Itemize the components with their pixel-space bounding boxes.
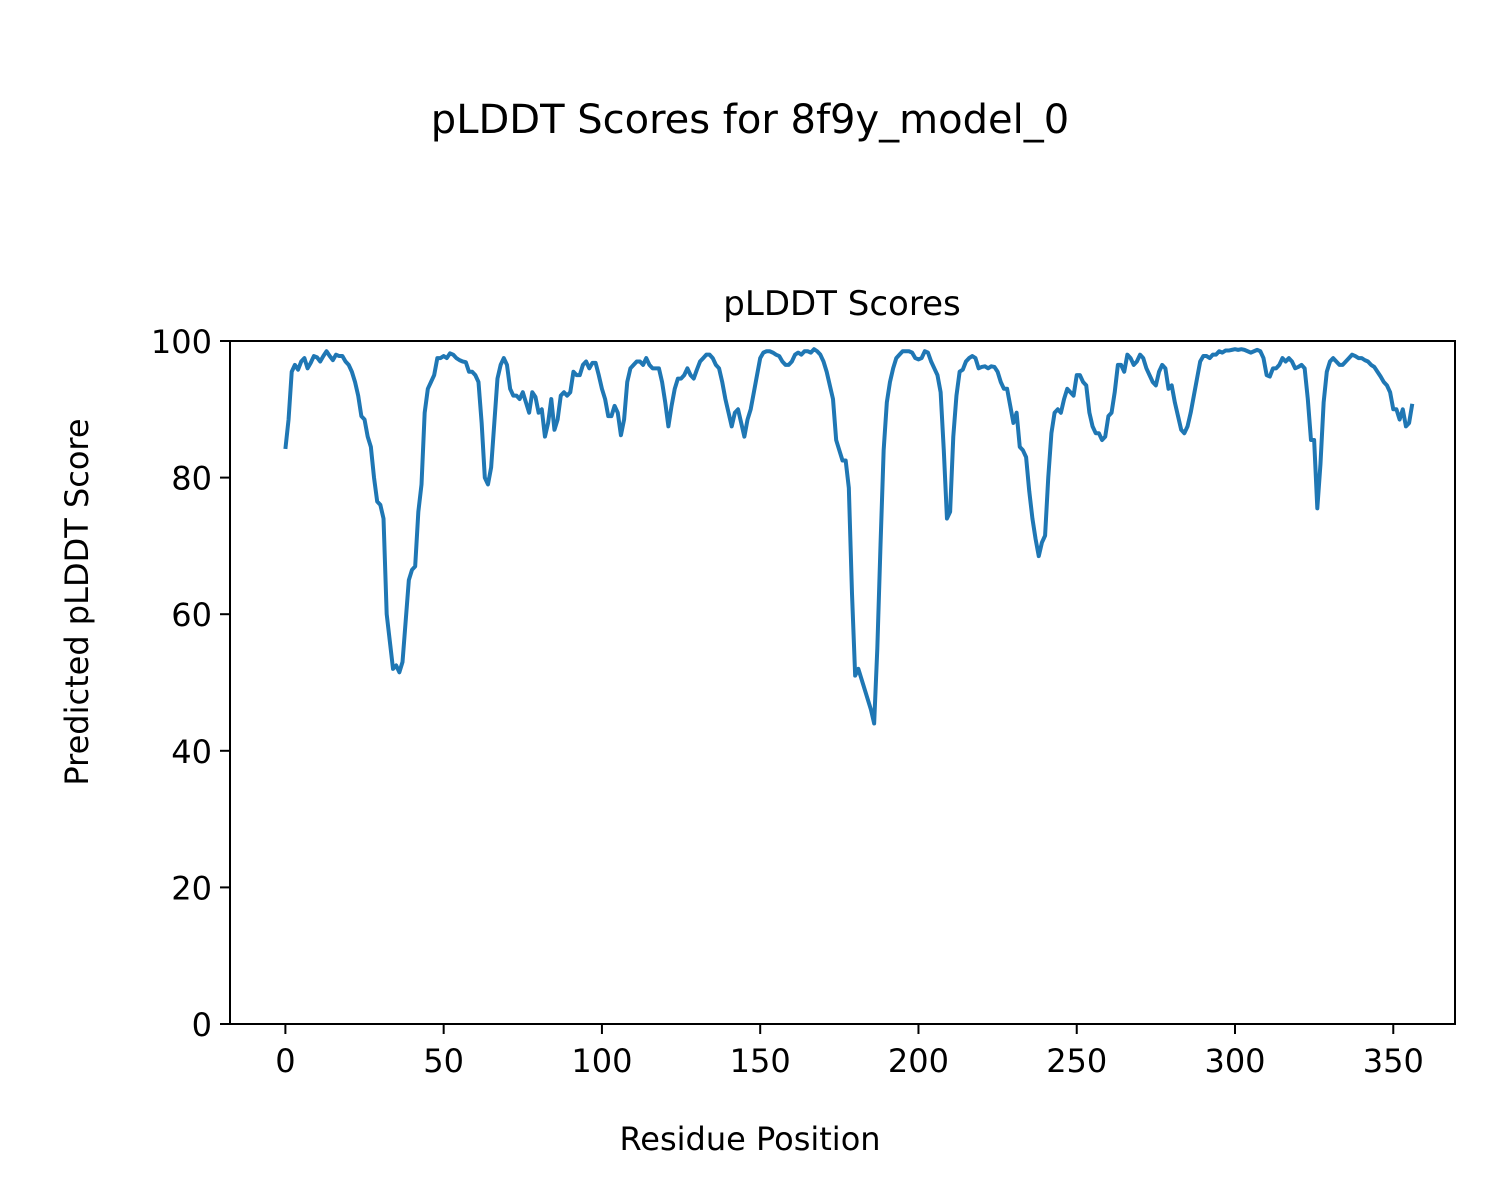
plddt-series-line [283,347,1415,726]
y-axis: 0 20 40 60 80 100 [151,323,230,1044]
y-tick-label: 20 [171,869,212,907]
x-tick-label: 50 [423,1042,464,1080]
y-tick-label: 80 [171,460,212,498]
x-tick-label: 0 [275,1042,295,1080]
x-axis: 0 50 100 150 200 250 300 350 [275,1024,1424,1080]
x-tick-label: 150 [730,1042,791,1080]
axes-frame [229,340,1456,1025]
x-tick-label: 100 [571,1042,632,1080]
y-tick-label: 100 [151,323,212,361]
y-tick-label: 0 [192,1006,212,1044]
axes-title: pLDDT Scores [723,284,960,324]
y-axis-label: Predicted pLDDT Score [58,418,96,785]
y-tick-label: 60 [171,596,212,634]
plot-area [229,340,1456,1025]
figure-suptitle: pLDDT Scores for 8f9y_model_0 [431,97,1069,143]
x-tick-label: 200 [888,1042,949,1080]
x-tick-label: 350 [1363,1042,1424,1080]
x-tick-label: 250 [1046,1042,1107,1080]
x-axis-label: Residue Position [619,1120,880,1158]
y-tick-label: 40 [171,733,212,771]
x-tick-label: 300 [1204,1042,1265,1080]
